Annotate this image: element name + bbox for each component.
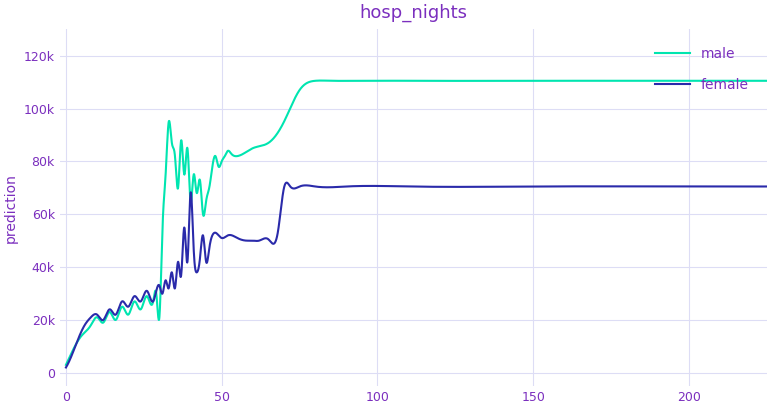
Line: male: male xyxy=(66,80,767,365)
female xyxy=(673,184,682,189)
female xyxy=(62,365,71,370)
female xyxy=(763,184,771,189)
female xyxy=(141,289,150,294)
male xyxy=(330,78,339,83)
male xyxy=(673,78,682,83)
female xyxy=(330,185,339,190)
female xyxy=(183,259,192,264)
male xyxy=(62,362,71,367)
male xyxy=(141,294,150,299)
female xyxy=(282,180,291,185)
male xyxy=(763,78,771,83)
female xyxy=(361,184,370,188)
female xyxy=(749,184,758,189)
Y-axis label: prediction: prediction xyxy=(4,173,19,243)
male xyxy=(361,78,370,83)
Title: hosp_nights: hosp_nights xyxy=(359,4,467,22)
Legend: male, female: male, female xyxy=(644,36,760,103)
Line: female: female xyxy=(66,183,767,368)
male xyxy=(183,146,192,151)
male xyxy=(317,78,326,83)
male xyxy=(749,78,758,83)
